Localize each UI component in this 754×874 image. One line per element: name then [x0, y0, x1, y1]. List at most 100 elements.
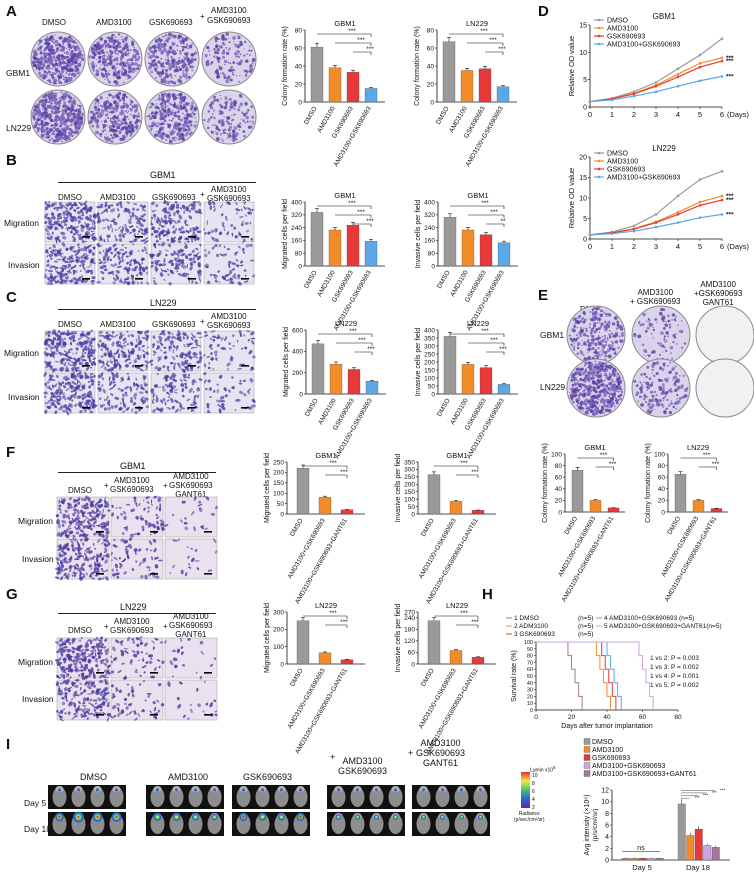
a-dish-ln229-4-colony [223, 128, 227, 132]
a-dish-gbm1-2-colony [117, 49, 120, 52]
a-dish-ln229-3-colony [177, 97, 180, 99]
a-dish-gbm1-1-colony [41, 45, 43, 48]
e-dish-ln229-2-colony [648, 377, 652, 380]
a-dish-ln229-1-colony [48, 139, 51, 142]
c-mig-2 [97, 330, 150, 372]
a-dish-ln229-1-colony [67, 100, 71, 104]
a-dish-gbm1-2-colony [125, 65, 128, 68]
a-dish-ln229-1-colony [71, 108, 75, 112]
e-dish-gbm1-2-colony [639, 335, 641, 338]
a-dish-gbm1-4-colony [239, 75, 241, 77]
a-dish-ln229-3-colony [159, 102, 163, 106]
e-dish-ln229-1-colony [614, 388, 616, 390]
e-dish-ln229-1-colony [602, 389, 605, 392]
a-dish-ln229-3-colony [186, 132, 189, 135]
a-dish-gbm1-1-colony [43, 59, 46, 61]
e-dish-ln229-1-colony [588, 370, 590, 372]
a-dish-gbm1-2-colony [111, 55, 114, 58]
e-dish-gbm1-1-colony [589, 323, 591, 326]
c-inv-2 [97, 371, 150, 415]
e-dish-gbm1-1-colony [577, 346, 580, 350]
e-dish-ln229-2-colony [662, 362, 666, 366]
e-dish-ln229-1-colony [612, 402, 615, 405]
a-dish-gbm1-1-colony [68, 45, 72, 49]
a-dish-gbm1-3-colony [180, 80, 183, 83]
e-dish-gbm1-1-colony [581, 317, 584, 320]
a-dish-gbm1-4-colony [217, 60, 221, 63]
a-dish-gbm1-2-colony [121, 52, 125, 56]
a-dish-ln229-3-colony [187, 128, 191, 132]
a-dish-gbm1-3-colony [160, 43, 164, 47]
e-dish-gbm1-2-colony [670, 352, 672, 355]
e-dish-gbm1-1-colony [574, 321, 577, 324]
a-dish-ln229-1-colony [33, 108, 36, 111]
e-dish-ln229-2-colony [664, 395, 667, 398]
a-dish-ln229-2-colony [101, 113, 105, 116]
e-dish-gbm1-1-colony [604, 350, 608, 354]
a-dish-ln229-1-colony [54, 119, 57, 122]
scale-tick-6: 6 [532, 789, 535, 795]
scale-tick-10: 10 [532, 773, 538, 779]
a-dish-ln229-2-colony [110, 94, 113, 97]
a-dish-ln229-1-colony [66, 126, 70, 130]
a-dish-gbm1-4-colony [216, 74, 221, 79]
a-dish-gbm1-1-colony [50, 82, 52, 84]
a-dish-ln229-3-colony [190, 131, 193, 134]
e-dish-ln229-2-colony [655, 394, 658, 397]
b-mig-2 [96, 201, 149, 244]
e-dish-gbm1-2-colony [644, 354, 646, 357]
e-dish-ln229-2-colony [652, 374, 656, 378]
a-dish-ln229-3-colony [181, 133, 184, 136]
b-inv-2 [96, 242, 150, 286]
e-dish-gbm1-2-colony [667, 319, 671, 323]
e-dish-gbm1-1-colony [588, 318, 591, 320]
a-dish-ln229-1-colony [59, 116, 61, 118]
a-dish-ln229-1-colony [70, 129, 74, 132]
a-dish-gbm1-2-colony [108, 69, 111, 72]
a-dish-gbm1-3-colony [156, 65, 159, 68]
e-dish-ln229-1-colony [606, 391, 610, 395]
a-dish-ln229-4-colony [213, 95, 216, 99]
a-dish-ln229-2-colony [129, 120, 132, 124]
e-dish-ln229-1-colony [590, 404, 595, 409]
a-dish-gbm1-1-colony [73, 45, 78, 50]
b-cell-title: GBM1 [150, 170, 176, 180]
a-dish-ln229-1-colony [52, 139, 55, 142]
e-dish-ln229-1-colony [613, 392, 616, 396]
a-dish-ln229-1-colony [37, 123, 41, 126]
a-dish-ln229-1-colony [57, 127, 60, 130]
a-dish-gbm1-3-colony [182, 56, 185, 58]
a-dish-gbm1-1-colony [35, 68, 38, 71]
e-dish-ln229-1-colony [579, 373, 582, 376]
a-dish-gbm1-1-colony [79, 50, 82, 53]
a-dish-ln229-3-colony [172, 103, 176, 108]
e-dish-ln229-2-colony [668, 410, 673, 415]
a-dish-gbm1-3-colony [166, 53, 170, 57]
a-dish-ln229-2-colony [109, 111, 112, 114]
a-dish-gbm1-2-colony [108, 73, 111, 76]
e-dish-ln229-1-colony [598, 382, 601, 384]
a-dish-ln229-1-colony [41, 131, 43, 134]
a-dish-ln229-3-colony [161, 128, 164, 131]
a-dish-gbm1-4-colony [237, 45, 240, 48]
a-dish-gbm1-1-colony [63, 52, 66, 54]
a-dish-ln229-1-colony [58, 97, 61, 99]
a-dish-ln229-4-colony [244, 121, 247, 124]
a-dish-gbm1-3-colony [149, 65, 151, 68]
e-dish-ln229-1-colony [595, 412, 599, 416]
a-dish-gbm1-3-colony [172, 49, 176, 53]
a-dish-gbm1-4-colony [208, 49, 211, 52]
e-dish-ln229-1-colony [619, 397, 622, 401]
a-dish-ln229-2-colony [103, 101, 107, 105]
panel-label-i: I [6, 736, 11, 753]
a-dish-gbm1-1-colony [53, 51, 57, 55]
a-dish-gbm1-1-colony [46, 66, 50, 70]
a-dish-gbm1-4-colony [235, 50, 238, 53]
e-dish-ln229-2-colony [643, 372, 647, 376]
a-dish-gbm1-2-colony [113, 66, 117, 70]
a-dish-ln229-1-colony [56, 132, 60, 137]
e-dish-ln229-2-colony [662, 400, 665, 402]
a-dish-ln229-2-colony [115, 93, 119, 98]
a-dish-gbm1-4-colony [222, 49, 226, 52]
